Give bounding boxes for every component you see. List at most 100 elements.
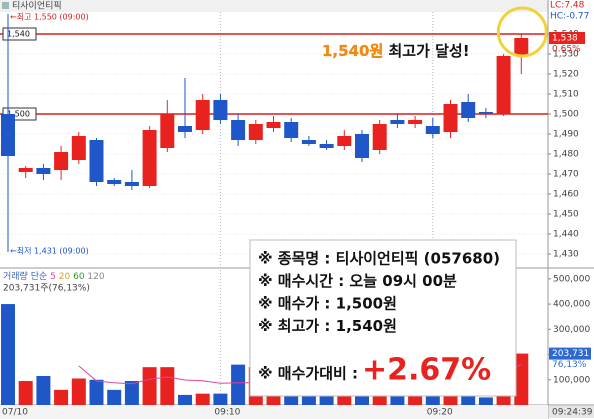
y-tick-label: 1,510	[553, 90, 579, 100]
x-tick-label: 09:20	[427, 408, 453, 418]
time-box	[549, 406, 594, 418]
volume-bar	[178, 394, 192, 405]
y-tick-label: 1,480	[553, 150, 579, 160]
annotation-highlight: 1,540원	[322, 42, 383, 60]
candle-body	[1, 114, 15, 156]
highlight-circle	[496, 6, 548, 58]
volume-bar	[478, 397, 493, 405]
candle-body	[496, 56, 511, 114]
candle-body	[124, 182, 139, 186]
y-tick-label: 400,000	[553, 300, 590, 310]
volume-bar	[231, 364, 246, 405]
info-box: ※ 종목명 : 티사이언티픽 (057680) ※ 매수시간 : 오늘 09시 0…	[249, 239, 517, 397]
candle-body	[443, 104, 458, 132]
candle-body	[107, 180, 122, 184]
volume-bar	[124, 381, 139, 405]
ma-legend-item: 120	[87, 272, 104, 282]
volume-bar	[142, 367, 157, 405]
candle-body	[301, 140, 316, 144]
candle-body	[213, 100, 228, 120]
high-label: ←최고 1,550 (09:00)	[10, 12, 89, 22]
y-tick-label: 1,470	[553, 170, 579, 180]
info-line: ※ 최고가 : 1,540원	[258, 317, 397, 335]
info-line: ※ 매수시간 : 오늘 09시 00분	[258, 272, 457, 290]
info-line: ※ 매수가 : 1,500원	[258, 295, 397, 313]
last-price-box	[549, 32, 585, 44]
candle-body	[231, 120, 246, 140]
volume-bar	[36, 375, 51, 405]
volume-bar	[160, 367, 175, 405]
y-tick-label: 300,000	[553, 325, 590, 335]
volume-note: 203,731주(76,13%)	[3, 283, 90, 294]
window-title: 티사이언티픽	[12, 0, 62, 12]
candle-body	[18, 168, 33, 172]
volume-bar	[54, 389, 69, 405]
volume-bar	[425, 393, 440, 405]
y-tick-label: 500,000	[553, 274, 590, 284]
ma-legend-item: 60	[73, 272, 85, 282]
title-bar	[0, 0, 548, 12]
x-axis-bar	[0, 405, 548, 419]
candle-body	[461, 102, 476, 118]
ma-method: 단순	[31, 271, 48, 282]
y-tick-label: 1,520	[553, 70, 579, 80]
candle-body	[355, 134, 369, 158]
candle-body	[248, 124, 263, 140]
candle-body	[195, 100, 210, 130]
volume-bar	[89, 379, 104, 405]
candle-body	[89, 140, 104, 182]
compare-value: +2.67%	[362, 353, 491, 388]
info-line: ※ 종목명 : 티사이언티픽 (057680)	[258, 250, 500, 268]
x-tick-label: 09:10	[214, 408, 240, 418]
candle-body	[372, 124, 387, 150]
y-tick-label: 100,000	[553, 375, 590, 385]
volume-bar	[213, 393, 228, 405]
last-ratio-label: 76,13%	[552, 360, 587, 370]
candle-body	[54, 152, 69, 170]
volume-bar	[408, 394, 423, 405]
volume-bar	[18, 381, 33, 405]
volume-bar	[1, 304, 15, 405]
annotation-text: 최고가 달성!	[388, 42, 469, 60]
volume-bar	[195, 393, 210, 405]
lc-label: LC:7.48	[550, 1, 585, 11]
change-label: 0.65%	[552, 45, 581, 55]
volume-title: 거래량	[3, 270, 28, 282]
candle-body	[514, 38, 529, 56]
low-label: ←최저 1,431 (09:00)	[10, 246, 89, 256]
y-tick-label: 1,490	[553, 130, 579, 140]
candle-body	[160, 114, 175, 148]
y-tick-label: 1,500	[553, 110, 579, 120]
candle-body	[478, 112, 493, 114]
reference-label: 1,500	[7, 110, 30, 119]
candle-body	[319, 144, 334, 148]
candle-body	[408, 120, 423, 124]
candle-body	[425, 126, 440, 134]
annotation: 1,540원 최고가 달성!	[322, 42, 470, 60]
last-volume-box	[549, 347, 591, 360]
last-volume-label: 203,731	[552, 349, 589, 359]
hc-label: HC:-0.77	[550, 12, 589, 22]
candle-body	[266, 122, 281, 128]
volume-bar	[107, 389, 122, 405]
x-tick-label: 07/10	[2, 408, 28, 418]
ma-legend-item: 20	[59, 272, 71, 282]
y-tick-label: 1,430	[553, 250, 579, 260]
candle-body	[71, 136, 86, 160]
y-tick-label: 1,440	[553, 230, 579, 240]
compare-label: ※ 매수가대비 :	[258, 365, 358, 383]
last-price-label: 1,538	[552, 34, 578, 44]
time-label: 09:24:39	[552, 408, 593, 418]
ma-legend-item: 5	[50, 272, 56, 282]
candle-body	[390, 120, 405, 124]
y-tick-label: 1,460	[553, 190, 579, 200]
volume-bar	[71, 378, 86, 405]
reference-box	[2, 27, 37, 41]
y-tick-label: 1,450	[553, 210, 579, 220]
reference-label: 1,540	[7, 30, 30, 39]
info-box-frame	[249, 239, 517, 397]
y-tick-label: 1,530	[553, 50, 579, 60]
volume-legend: 거래량 단순 5 20 60 120	[3, 270, 105, 282]
